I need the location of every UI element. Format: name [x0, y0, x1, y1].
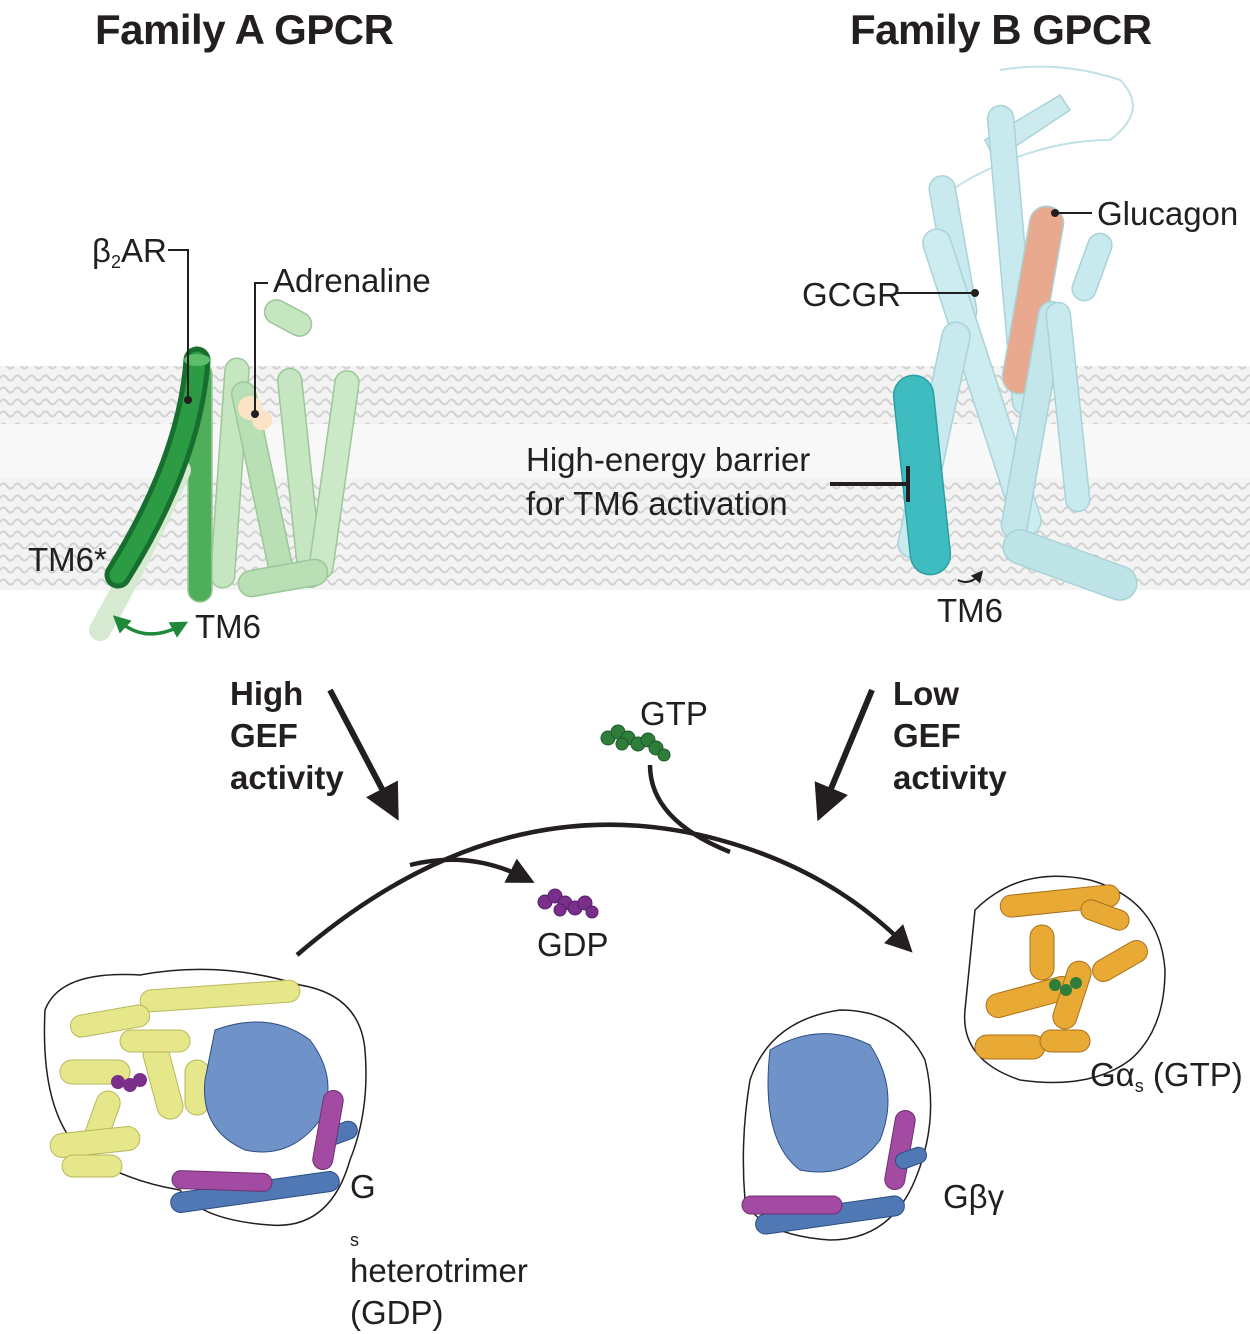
- tm6-label-b: TM6: [937, 592, 1003, 629]
- adrenaline-leader: [254, 282, 268, 414]
- beta2ar-label: β2AR: [92, 232, 167, 272]
- gtp-label: GTP: [640, 695, 708, 732]
- family-b-title: Family B GPCR: [850, 6, 1152, 53]
- adrenaline-label: Adrenaline: [273, 262, 431, 299]
- gdp-release-curve: [409, 857, 535, 883]
- gdp-molecule: [537, 888, 599, 919]
- glucagon-label: Glucagon: [1097, 195, 1239, 232]
- exchange-curve: [295, 822, 913, 957]
- high-gef-label: High GEF activity: [230, 675, 344, 796]
- tm6-active-label: TM6*: [28, 541, 107, 578]
- gtp-binding-curve: [647, 764, 731, 855]
- beta2ar-leader: [168, 249, 189, 400]
- gcgr-label: GCGR: [802, 276, 901, 313]
- family-a-title: Family A GPCR: [95, 6, 394, 53]
- galpha-gtp-label: Gαs (GTP): [1090, 1056, 1243, 1096]
- gbetagamma: [741, 1009, 932, 1241]
- gcgr-receptor: [892, 65, 1138, 601]
- low-gef-label: Low GEF activity: [893, 675, 1007, 796]
- gtp-molecule: [600, 724, 671, 762]
- beta2ar-receptor: [89, 299, 360, 641]
- pathway-diagram: [0, 65, 1250, 1241]
- gdp-label: GDP: [537, 926, 609, 963]
- galpha-gtp: [963, 875, 1166, 1084]
- tm6-label-a: TM6: [195, 608, 261, 645]
- low-gef-arrow: [814, 688, 875, 822]
- barrier-label: High-energy barrier for TM6 activation: [526, 441, 811, 522]
- high-gef-arrow: [327, 688, 399, 821]
- gs-heterotrimer: [43, 968, 367, 1227]
- gbg-label: Gβγ: [943, 1178, 1005, 1215]
